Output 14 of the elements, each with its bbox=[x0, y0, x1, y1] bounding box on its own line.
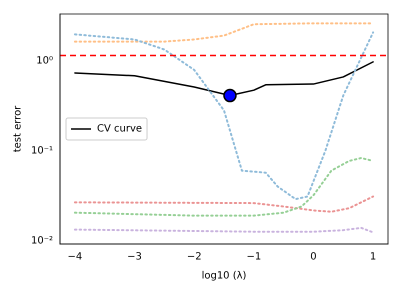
x-tick-label: −3 bbox=[127, 252, 142, 263]
y-tick-label: 10⁰ bbox=[36, 55, 54, 66]
y-tick-label: 10⁻¹ bbox=[30, 145, 54, 156]
y-axis-title: test error bbox=[12, 104, 24, 152]
x-tick-label: −1 bbox=[246, 252, 262, 263]
x-tick-label: 1 bbox=[370, 252, 376, 263]
x-axis-title: log10 (λ) bbox=[202, 270, 247, 282]
y-tick-label: 10⁻² bbox=[30, 235, 54, 246]
line-series bbox=[74, 31, 374, 200]
line-series bbox=[74, 196, 374, 213]
x-tick-label: 0 bbox=[310, 252, 317, 263]
x-tick-label: −4 bbox=[68, 252, 82, 263]
legend-label: CV curve bbox=[97, 124, 142, 135]
x-tick-label: −2 bbox=[186, 252, 202, 263]
